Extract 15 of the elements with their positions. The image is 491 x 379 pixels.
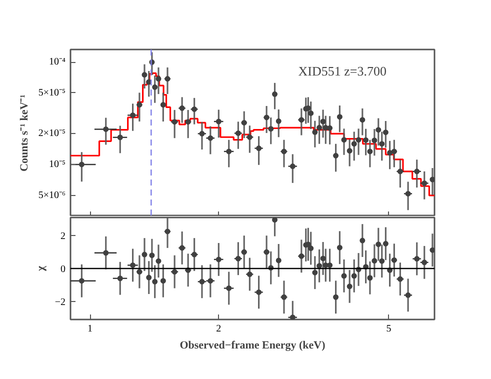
annotation: XID551 z=3.700 — [298, 64, 387, 78]
x-axis-title: Observed−frame Energy (keV) — [180, 340, 326, 352]
y-axis-title: χ — [34, 265, 47, 272]
y-tick-label: 5×10⁻⁵ — [38, 87, 66, 98]
x-tick-label: 5 — [386, 324, 392, 334]
y-tick-label: −2 — [54, 296, 66, 308]
x-tick-label: 1 — [88, 324, 93, 334]
y-tick-label: 10⁻⁴ — [49, 56, 66, 68]
y-tick-label: 2 — [60, 231, 66, 242]
y-tick-label: 10⁻⁵ — [49, 158, 66, 170]
y-tick-label: 5×10⁻⁶ — [38, 190, 66, 201]
y-tick-label: 0 — [60, 264, 66, 275]
y-axis-title: Counts s⁻¹ keV⁻¹ — [18, 94, 30, 172]
y-tick-label: 2×10⁻⁵ — [38, 128, 66, 140]
x-tick-label: 2 — [216, 324, 222, 334]
